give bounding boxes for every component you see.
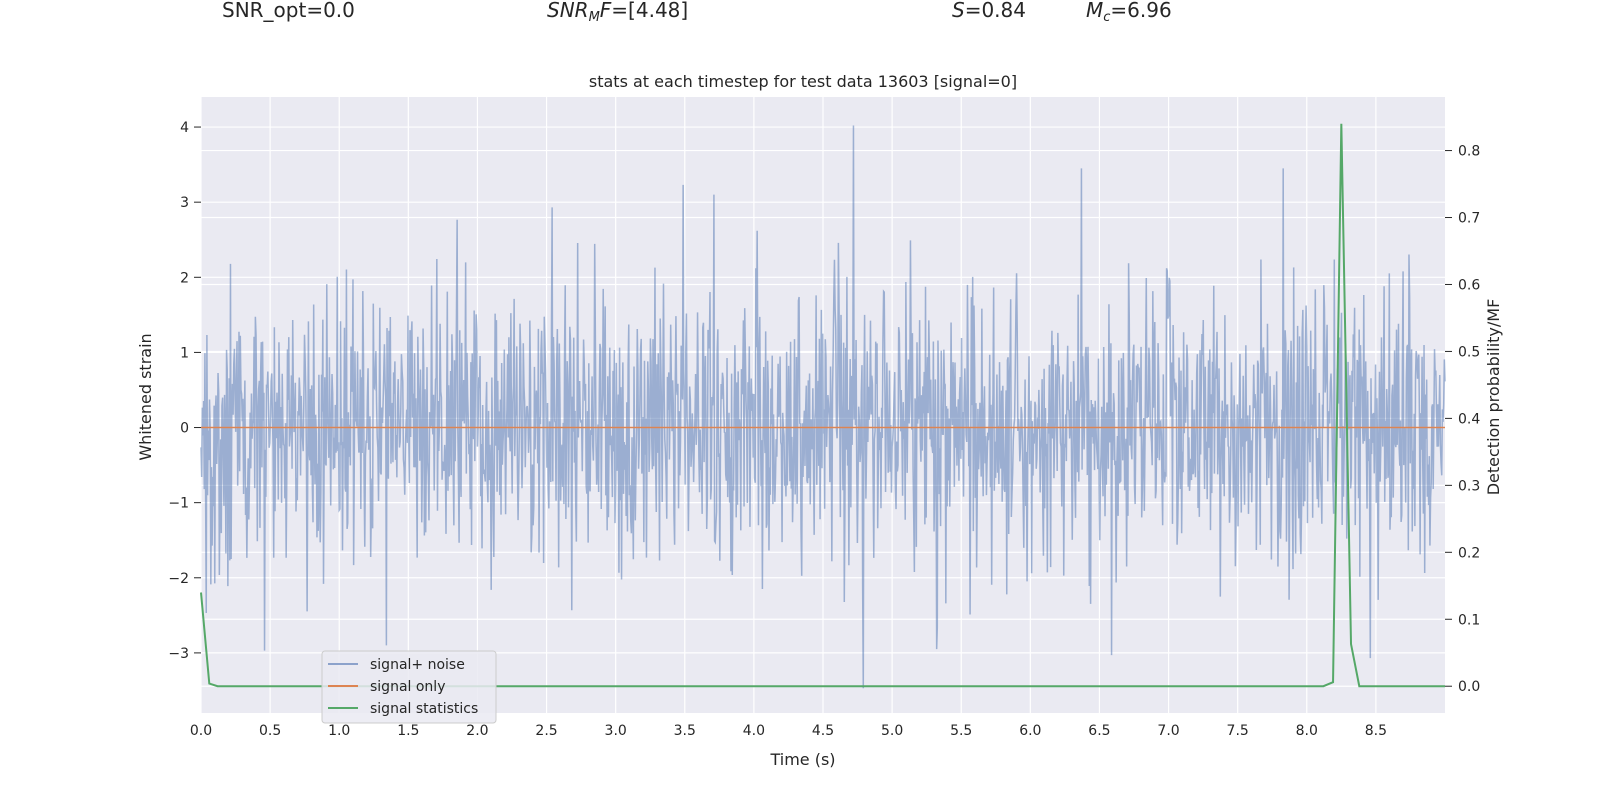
signal-statistics-trace: [200, 123, 1445, 688]
y2-axis-label: Detection probability/MF: [1484, 299, 1503, 496]
x-tick-label-1: 0.5: [259, 723, 281, 739]
y2-tick-label-2: 0.2: [1458, 545, 1480, 561]
s-statistic-label: S=0.84: [952, 0, 1026, 22]
x-tick-label-6: 3.0: [605, 723, 627, 739]
legend: signal+ noise signal only signal statistic…: [321, 650, 497, 724]
x-tick-label-0: 0.0: [190, 723, 212, 739]
x-tick-label-4: 2.0: [466, 723, 488, 739]
legend-label-0: signal+ noise: [370, 657, 465, 673]
snr-opt-label: SNR_opt=0.0: [222, 0, 355, 22]
x-tick-label-13: 6.5: [1088, 723, 1110, 739]
x-tick-label-16: 8.0: [1296, 723, 1318, 739]
x-tick-label-7: 3.5: [674, 723, 696, 739]
y2-tick-label-8: 0.8: [1458, 144, 1480, 160]
x-tick-label-12: 6.0: [1019, 723, 1041, 739]
y-tick-label-5: 2: [180, 270, 189, 286]
noise-trace: [200, 125, 1446, 689]
y-axis-label: Whitened strain: [136, 333, 155, 460]
x-axis-label: Time (s): [769, 750, 835, 769]
y2-tick-label-4: 0.4: [1458, 411, 1480, 427]
chart-title: stats at each timestep for test data 136…: [589, 72, 1017, 91]
x-tick-label-17: 8.5: [1365, 723, 1387, 739]
y2-axis-ticks: 0.0 0.1 0.2 0.3 0.4 0.5 0.6 0.7 0.8: [1445, 144, 1480, 695]
series-signal-statistics: [200, 123, 1445, 688]
legend-label-1: signal only: [370, 679, 445, 695]
y-tick-label-4: 1: [180, 345, 189, 361]
x-axis-ticks: 0.0 0.5 1.0 1.5 2.0 2.5 3.0 3.5 4.0 4.5 5.0 5.5 6.0 6…: [190, 723, 1387, 739]
legend-label-2: signal statistics: [370, 701, 478, 717]
y-tick-label-0: −3: [168, 646, 189, 662]
y-tick-label-1: −2: [168, 571, 189, 587]
x-tick-label-11: 5.5: [950, 723, 972, 739]
y-tick-label-7: 4: [180, 120, 189, 136]
x-tick-label-14: 7.0: [1157, 723, 1179, 739]
legend-box: [321, 650, 497, 724]
x-tick-label-3: 1.5: [397, 723, 419, 739]
y2-tick-label-0: 0.0: [1458, 679, 1480, 695]
x-tick-label-5: 2.5: [535, 723, 557, 739]
snr-mf-label: SNRMF=[4.48]: [547, 0, 689, 25]
x-tick-label-8: 4.0: [743, 723, 765, 739]
y2-tick-label-5: 0.5: [1458, 344, 1480, 360]
y2-tick-label-1: 0.1: [1458, 612, 1480, 628]
y2-tick-label-3: 0.3: [1458, 478, 1480, 494]
x-tick-label-2: 1.0: [328, 723, 350, 739]
y-axis-ticks: −3 −2 −1 0 1 2 3 4: [168, 120, 201, 662]
y-tick-label-3: 0: [180, 421, 189, 437]
y2-tick-label-6: 0.6: [1458, 277, 1480, 293]
chirp-mass-label: Mc=6.96: [1086, 0, 1172, 25]
x-tick-label-15: 7.5: [1227, 723, 1249, 739]
x-tick-label-9: 4.5: [812, 723, 834, 739]
y2-tick-label-7: 0.7: [1458, 211, 1480, 227]
y-tick-label-2: −1: [168, 496, 189, 512]
y-tick-label-6: 3: [180, 195, 189, 211]
series-signal-noise: [200, 125, 1446, 689]
x-tick-label-10: 5.0: [881, 723, 903, 739]
